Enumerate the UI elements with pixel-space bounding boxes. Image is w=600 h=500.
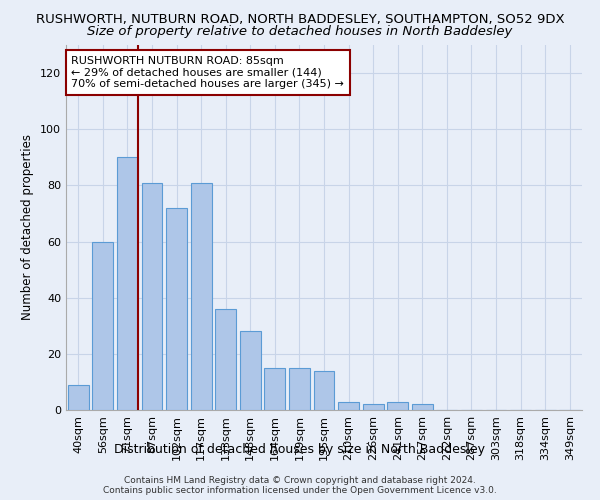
Bar <box>191 182 212 410</box>
Bar <box>412 404 433 410</box>
Text: RUSHWORTH NUTBURN ROAD: 85sqm
← 29% of detached houses are smaller (144)
70% of : RUSHWORTH NUTBURN ROAD: 85sqm ← 29% of d… <box>71 56 344 89</box>
Text: Distribution of detached houses by size in North Baddesley: Distribution of detached houses by size … <box>115 442 485 456</box>
Bar <box>92 242 113 410</box>
Bar <box>166 208 187 410</box>
Text: Contains public sector information licensed under the Open Government Licence v3: Contains public sector information licen… <box>103 486 497 495</box>
Text: RUSHWORTH, NUTBURN ROAD, NORTH BADDESLEY, SOUTHAMPTON, SO52 9DX: RUSHWORTH, NUTBURN ROAD, NORTH BADDESLEY… <box>35 12 565 26</box>
Bar <box>265 368 286 410</box>
Bar <box>142 182 163 410</box>
Text: Size of property relative to detached houses in North Baddesley: Size of property relative to detached ho… <box>88 25 512 38</box>
Bar <box>362 404 383 410</box>
Bar <box>215 309 236 410</box>
Bar <box>240 332 261 410</box>
Bar <box>289 368 310 410</box>
Bar <box>338 402 359 410</box>
Bar <box>117 158 138 410</box>
Bar <box>387 402 408 410</box>
Bar <box>314 370 334 410</box>
Bar <box>68 384 89 410</box>
Text: Contains HM Land Registry data © Crown copyright and database right 2024.: Contains HM Land Registry data © Crown c… <box>124 476 476 485</box>
Y-axis label: Number of detached properties: Number of detached properties <box>22 134 34 320</box>
